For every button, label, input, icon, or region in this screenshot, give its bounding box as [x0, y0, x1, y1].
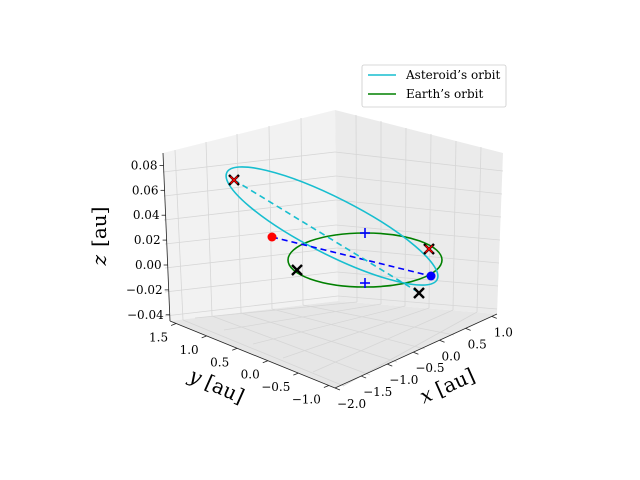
y-tick-mark: [323, 385, 330, 388]
axis-lines: [162, 152, 498, 389]
x-tick-mark: [439, 339, 445, 343]
x-tick-label: −2.0: [337, 397, 366, 411]
z-tick-label: 0.08: [131, 158, 158, 172]
legend-label-asteroid: Asteroid’s orbit: [405, 68, 500, 82]
x-tick-mark: [334, 387, 341, 391]
z-tick-label: 0.00: [135, 258, 162, 272]
right-pane: [335, 110, 503, 314]
z-tick-label: 0.02: [134, 233, 161, 247]
x-tick-mark: [413, 351, 419, 355]
red-x-marker: [230, 176, 238, 184]
black-x-marker-b: [413, 287, 425, 299]
x-tick-label: 1.0: [494, 325, 513, 339]
black-x-marker: [413, 287, 425, 299]
z-tick-label: 0.04: [133, 208, 160, 222]
x-tick-label: −0.5: [415, 361, 444, 375]
floor-pane: [170, 301, 497, 388]
black-x-marker-b: [291, 264, 303, 276]
plot-marks: [225, 166, 443, 299]
y-tick-label: 1.5: [149, 330, 168, 344]
x-tick-label: 0.5: [468, 337, 487, 351]
y-axis-label: y[au]: [185, 362, 248, 408]
y-tick-label: 0.5: [210, 355, 229, 369]
y-tick-mark: [262, 360, 268, 364]
blue-dashed-line: [271, 236, 432, 277]
y-tick-label: 1.0: [180, 343, 199, 357]
legend-box: [361, 64, 507, 108]
y-tick-mark: [170, 323, 177, 326]
x-tick-mark: [465, 327, 471, 331]
blue-plus-marker: [360, 228, 370, 238]
y-tick-label: −1.0: [292, 393, 321, 407]
x-tick-label: −1.5: [363, 385, 392, 399]
z-tick-label: −0.02: [126, 283, 163, 297]
x-tick-mark: [491, 316, 497, 319]
black-x-marker: [291, 264, 303, 276]
x-tick-label: −1.0: [389, 373, 418, 387]
y-tick-label: 0.0: [241, 368, 260, 382]
z-axis: −0.04 −0.02 0.00 0.02 0.04 0.06 0.08 z[au]: [87, 158, 170, 322]
legend: Asteroid’s orbit Earth’s orbit: [361, 64, 507, 108]
y-tick-mark: [201, 335, 207, 339]
grid: [162, 114, 504, 387]
z-tick-label: −0.04: [127, 308, 164, 322]
y-tick-label: −0.5: [261, 380, 290, 394]
z-tick-label: 0.06: [132, 183, 159, 197]
x-tick-mark: [387, 363, 393, 367]
red-x-marker-b: [425, 245, 433, 253]
cyan-dashed-line: [233, 179, 419, 293]
red-x-marker: [425, 245, 433, 253]
red-point: [267, 232, 277, 242]
axes-panes: [163, 110, 503, 388]
y-tick-mark: [293, 372, 299, 376]
blue-point: [426, 271, 436, 281]
y-tick-mark: [232, 347, 238, 351]
z-axis-label: z[au]: [87, 207, 111, 267]
blue-plus-marker: [360, 278, 370, 288]
legend-label-earth: Earth’s orbit: [406, 87, 483, 101]
red-x-marker-b: [230, 176, 238, 184]
x-tick-mark: [360, 375, 367, 379]
asteroid-orbit-line: [225, 166, 439, 286]
x-tick-label: 0.0: [442, 349, 461, 363]
